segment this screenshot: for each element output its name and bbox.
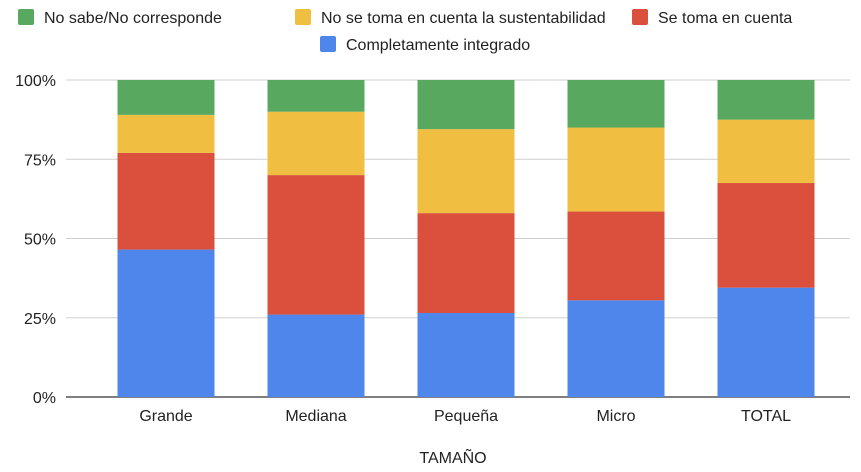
legend-swatch xyxy=(295,9,311,25)
bar-segment xyxy=(117,114,215,153)
bar-segment xyxy=(117,152,215,250)
legend-label: Se toma en cuenta xyxy=(658,10,792,27)
bar-segment xyxy=(267,314,365,397)
bar-segment xyxy=(117,249,215,397)
x-axis-ticks: Grande Mediana Pequeña Micro TOTAL xyxy=(139,408,791,425)
x-tick-label: Pequeña xyxy=(434,408,498,425)
legend-label: No sabe/No corresponde xyxy=(44,10,222,27)
legend-swatch xyxy=(320,36,336,52)
bar-segment xyxy=(117,80,215,115)
bar-segment xyxy=(267,80,365,112)
bar-segment xyxy=(717,119,815,184)
bar-segment xyxy=(567,80,665,128)
legend-label: No se toma en cuenta la sustentabilidad xyxy=(321,10,606,27)
bars xyxy=(117,80,815,397)
y-tick-label: 0% xyxy=(33,390,56,407)
legend-swatch xyxy=(632,9,648,25)
bar-segment xyxy=(717,183,815,288)
y-tick-label: 100% xyxy=(15,73,56,90)
bar-segment xyxy=(567,127,665,212)
y-tick-label: 50% xyxy=(24,232,56,249)
bar-segment xyxy=(267,175,365,315)
bar-segment xyxy=(417,312,515,397)
bar-segment xyxy=(417,213,515,313)
y-tick-label: 75% xyxy=(24,152,56,169)
bar-segment xyxy=(417,80,515,130)
bar-segment xyxy=(267,111,365,176)
bar-segment xyxy=(717,80,815,120)
legend: No sabe/No corresponde No se toma en cuen… xyxy=(18,9,792,54)
y-axis-ticks: 0% 25% 50% 75% 100% xyxy=(15,73,56,407)
bar-segment xyxy=(717,287,815,397)
x-axis-title: TAMAÑO xyxy=(419,447,486,467)
legend-label: Completamente integrado xyxy=(346,37,530,54)
x-tick-label: Mediana xyxy=(285,408,346,425)
x-tick-label: TOTAL xyxy=(741,408,791,425)
y-tick-label: 25% xyxy=(24,311,56,328)
bar-segment xyxy=(567,300,665,397)
x-tick-label: Micro xyxy=(596,408,635,425)
x-tick-label: Grande xyxy=(139,408,192,425)
legend-swatch xyxy=(18,9,34,25)
bar-segment xyxy=(567,211,665,301)
bar-segment xyxy=(417,129,515,214)
